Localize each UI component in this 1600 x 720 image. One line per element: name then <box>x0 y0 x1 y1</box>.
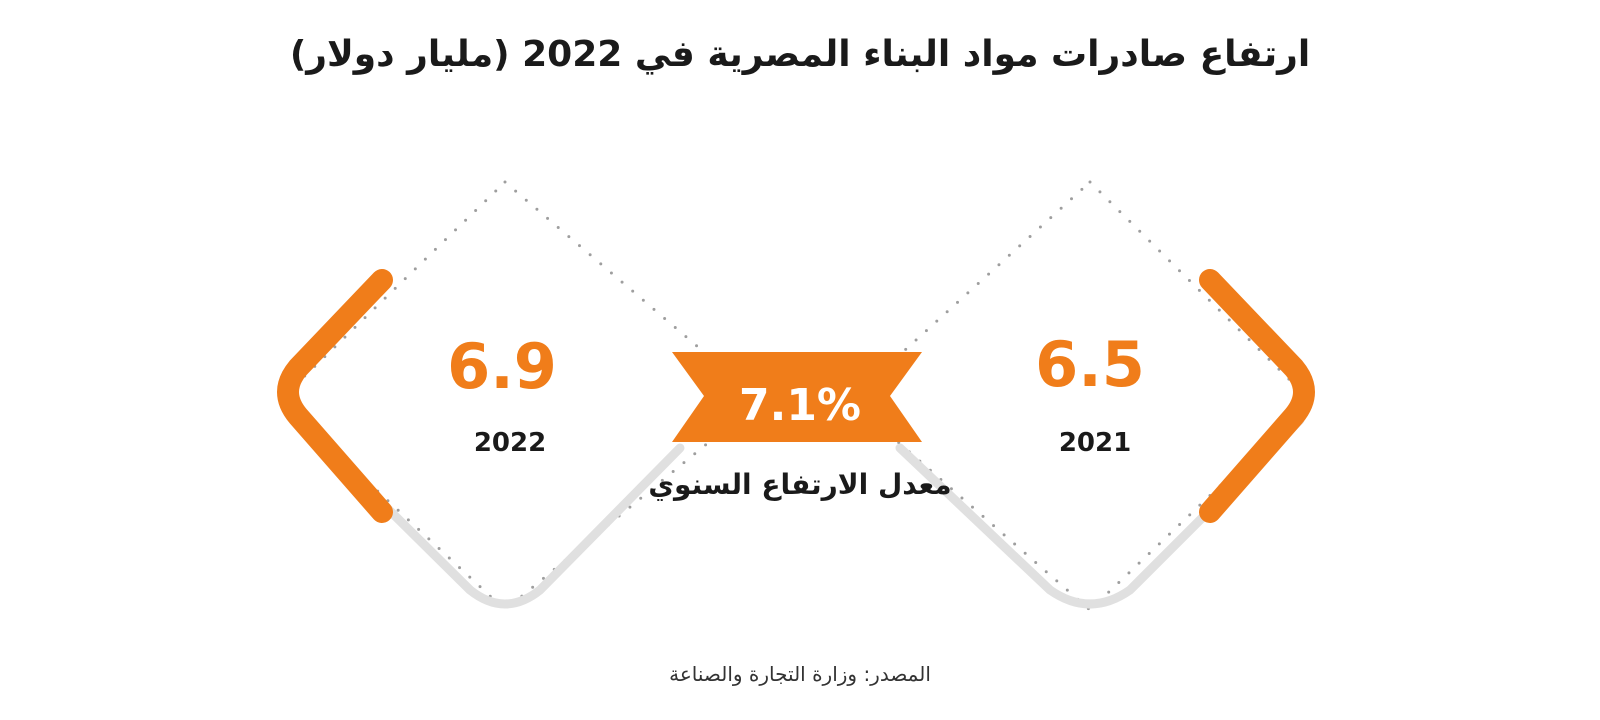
left-bracket <box>277 269 393 523</box>
value-2021: 6.5 <box>1035 328 1145 401</box>
year-label-2022: 2022 <box>473 428 547 458</box>
growth-rate-label: معدل الارتفاع السنوي <box>648 468 952 501</box>
growth-rate-value: 7.1% <box>738 380 862 431</box>
year-label-2021: 2021 <box>1058 428 1132 458</box>
source-note: المصدر: وزارة التجارة والصناعة <box>669 662 931 686</box>
chart-title: ارتفاع صادرات مواد البناء المصرية في 202… <box>289 34 1311 75</box>
orange-brackets <box>277 269 1315 523</box>
value-2022: 6.9 <box>447 330 557 403</box>
growth-ribbon <box>672 352 922 442</box>
right-bracket <box>1199 269 1315 523</box>
shadow-strokes <box>293 415 1305 609</box>
dotted-diamond-left <box>277 179 763 612</box>
